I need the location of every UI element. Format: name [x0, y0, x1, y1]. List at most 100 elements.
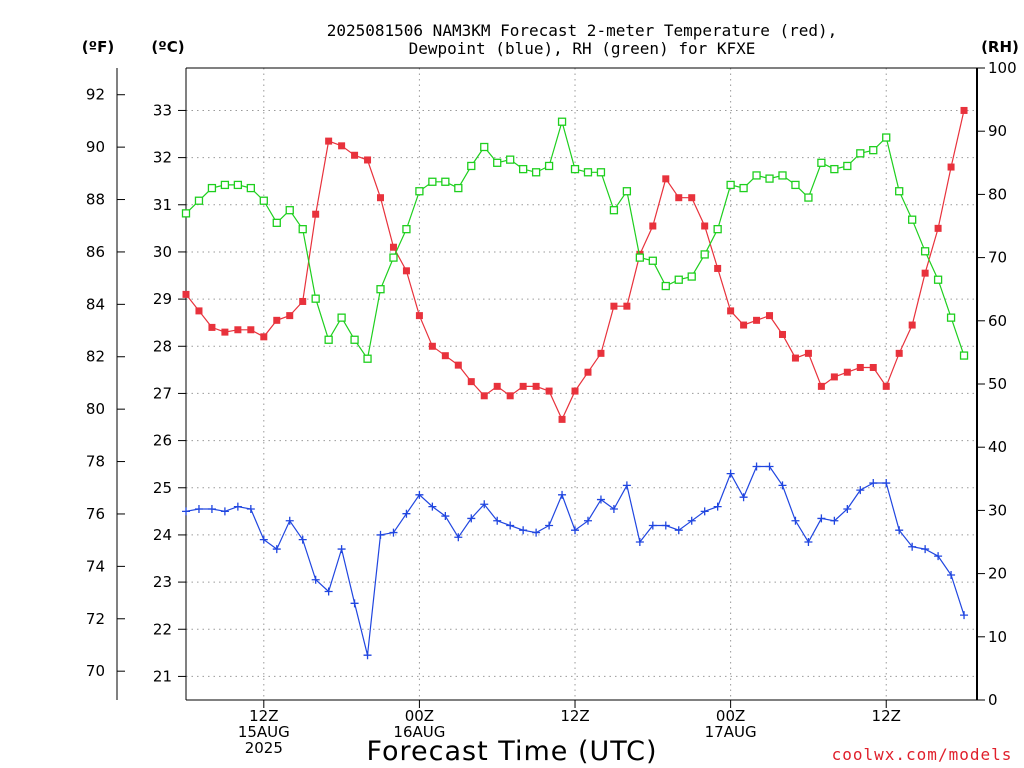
temperature-point	[377, 194, 385, 202]
rh-point	[895, 187, 904, 196]
temperature-point	[740, 321, 748, 329]
dewpoint-point	[545, 521, 554, 530]
rh-point	[765, 174, 774, 183]
rh-point	[920, 247, 930, 256]
dewpoint-point	[778, 481, 787, 490]
celsius-tick-label: 30	[153, 243, 172, 261]
temperature-point	[753, 316, 761, 324]
temperature-point	[714, 264, 722, 272]
temperature-point	[947, 163, 955, 171]
temperature-point	[934, 224, 942, 232]
dewpoint-point	[895, 526, 904, 535]
dewpoint-point	[726, 469, 735, 478]
fahrenheit-tick-label: 90	[86, 138, 105, 156]
rh-point	[428, 177, 437, 186]
dewpoint-point	[830, 516, 839, 525]
rh-point	[246, 183, 255, 193]
x-tick-label: 00Z	[405, 707, 434, 725]
rh-point	[739, 183, 748, 193]
rh-point	[376, 285, 385, 294]
temperature-point	[610, 302, 618, 310]
rh-point	[557, 117, 567, 126]
rh-point	[350, 335, 359, 344]
rh-point	[869, 146, 878, 155]
dewpoint-point	[713, 502, 722, 511]
temperature-point	[895, 349, 903, 357]
rh-tick-label: 50	[988, 375, 1007, 393]
fahrenheit-tick-label: 76	[86, 505, 105, 523]
dewpoint-point	[337, 545, 346, 554]
dewpoint-point	[285, 516, 294, 525]
x-tick-label: 12Z	[872, 707, 901, 725]
temperature-point	[247, 326, 255, 334]
dewpoint-point	[220, 507, 229, 516]
temperature-point	[545, 387, 553, 395]
temperature-point	[351, 151, 359, 159]
axes: 21 22 23 24 25 26 27 28 29 30 31 32 33 70 72 74 76 78 80 82…	[86, 59, 1017, 757]
temperature-point	[584, 368, 592, 376]
temperature-point	[688, 194, 696, 202]
dewpoint-point	[363, 651, 372, 660]
rh-tick-label: 90	[988, 122, 1007, 140]
dewpoint-point	[259, 535, 268, 544]
temperature-point	[454, 361, 462, 369]
temperature-point	[701, 222, 709, 230]
temperature-point	[597, 349, 605, 357]
dewpoint-point	[558, 490, 567, 499]
rh-tick-label: 40	[988, 438, 1007, 456]
temperature-point	[286, 312, 294, 320]
temperature-point	[856, 363, 864, 371]
temperature-point	[467, 378, 475, 386]
dewpoint-point	[908, 542, 917, 551]
celsius-tick-label: 23	[153, 573, 172, 591]
dewpoint-point	[882, 479, 891, 488]
rh-point	[622, 187, 632, 196]
rh-point	[713, 225, 722, 234]
temperature-point	[519, 382, 527, 390]
celsius-tick-label: 29	[153, 290, 172, 308]
rh-point	[596, 168, 606, 177]
rh-point	[570, 164, 580, 174]
rh-point	[259, 196, 268, 205]
rh-point	[752, 171, 761, 180]
temperature-point	[882, 382, 890, 390]
temperature-point	[234, 326, 242, 334]
rh-point	[480, 142, 489, 152]
temperature-point	[402, 267, 410, 275]
fahrenheit-tick-label: 88	[86, 191, 105, 209]
temperature-point	[312, 210, 320, 218]
rh-point	[609, 206, 619, 215]
dewpoint-point	[752, 462, 761, 471]
temperature-point	[195, 307, 203, 315]
rh-point	[531, 168, 541, 177]
rh-tick-label: 70	[988, 249, 1007, 267]
dewpoint-point	[194, 504, 203, 513]
rh-point	[700, 250, 709, 259]
celsius-tick-label: 31	[153, 196, 172, 214]
temperature-point	[623, 302, 631, 310]
temperature-point	[675, 194, 683, 202]
rh-tick-label: 100	[988, 59, 1017, 77]
temperature-point	[493, 382, 501, 390]
rh-point	[791, 180, 800, 190]
celsius-tick-label: 21	[153, 667, 172, 685]
celsius-tick-label: 33	[153, 101, 172, 119]
temperature-point	[766, 312, 774, 320]
dewpoint-point	[389, 528, 398, 537]
rh-point	[778, 171, 787, 180]
dewpoint-point	[207, 504, 216, 513]
rh-point	[194, 196, 204, 205]
rh-point	[635, 253, 645, 262]
rh-point	[181, 209, 191, 218]
temperature-point	[817, 382, 825, 390]
rh-point	[337, 313, 346, 322]
dewpoint-point	[817, 514, 826, 523]
rh-point	[674, 275, 683, 284]
rh-point	[467, 161, 476, 171]
rh-point	[726, 180, 735, 190]
dewpoint-point	[506, 521, 515, 530]
temperature-point	[662, 175, 670, 183]
dewpoint-point	[233, 502, 242, 511]
dewpoint-line	[185, 465, 965, 656]
celsius-tick-label: 27	[153, 384, 172, 402]
